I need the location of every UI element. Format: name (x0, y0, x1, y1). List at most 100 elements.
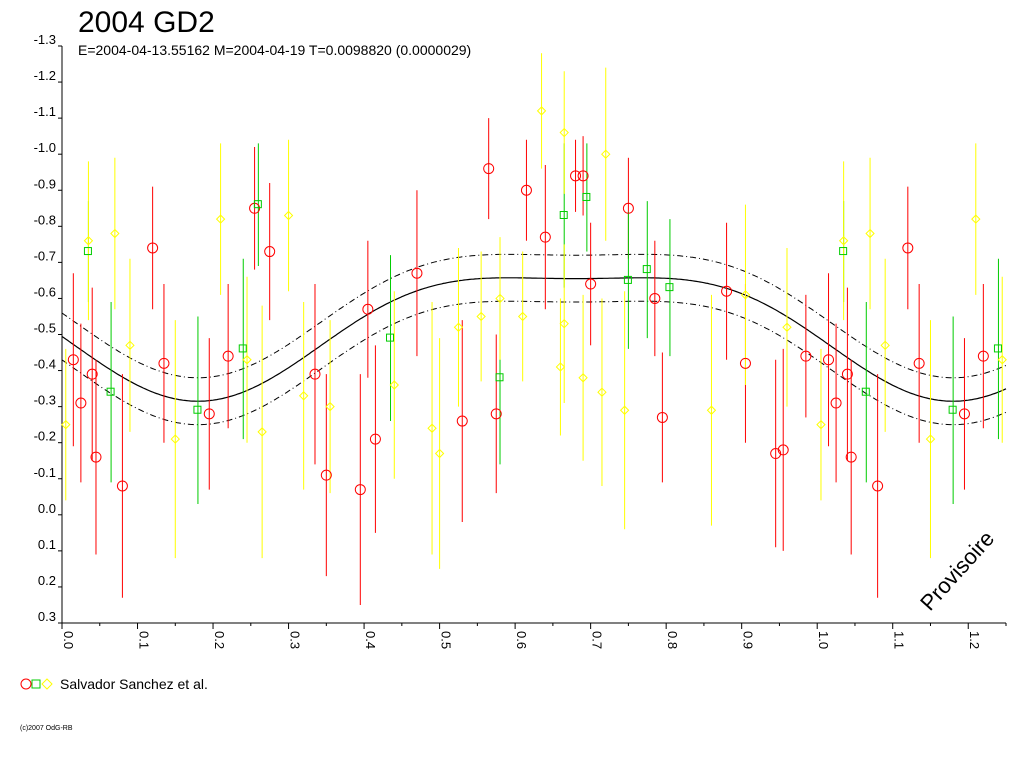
x-tick-label: 1.1 (892, 631, 907, 649)
x-tick-label: 0.1 (137, 631, 152, 649)
data-point-circle (354, 484, 366, 496)
data-point-diamond (298, 391, 309, 401)
data-point-circle (977, 350, 989, 362)
data-point-circle (800, 350, 812, 362)
x-tick-label: 0.9 (741, 631, 756, 649)
data-point-square (948, 405, 957, 414)
data-point-diamond (971, 214, 981, 224)
y-tick-label: -0.5 (34, 321, 56, 336)
data-point-circle (86, 368, 98, 380)
data-point-circle (203, 408, 215, 420)
data-point-diamond (559, 318, 569, 329)
y-tick-label: 0.3 (38, 609, 56, 624)
data-point-circle (147, 242, 159, 254)
y-tick-label: -0.9 (34, 176, 56, 191)
data-markers (61, 106, 1007, 496)
y-tick-label: -1.3 (34, 32, 56, 47)
data-point-circle (539, 231, 551, 243)
data-point-circle (872, 480, 884, 492)
data-point-diamond (495, 293, 505, 304)
data-point-square (495, 373, 504, 382)
data-point-circle (823, 354, 835, 366)
data-point-circle (577, 170, 589, 182)
data-point-diamond (476, 311, 486, 322)
data-point-circle (222, 350, 234, 362)
data-point-circle (490, 408, 502, 420)
data-point-diamond (242, 355, 252, 365)
data-point-circle (483, 163, 495, 175)
data-point-circle (90, 451, 102, 463)
legend-circle-marker (20, 678, 32, 690)
chart-subtitle: E=2004-04-13.55162 M=2004-04-19 T=0.0098… (78, 42, 471, 58)
legend-square-marker (31, 679, 41, 689)
y-tick-label: -0.7 (34, 248, 56, 263)
data-point-circle (830, 397, 842, 409)
data-point-circle (649, 292, 661, 304)
data-point-square (253, 200, 262, 209)
data-point-diamond (215, 214, 226, 224)
x-tick-label: 1.0 (816, 631, 831, 649)
x-tick-label: 0.3 (288, 631, 303, 649)
data-point-square (861, 387, 870, 396)
legend: Salvador Sanchez et al. (20, 676, 208, 692)
y-tick-label: -1.0 (34, 140, 56, 155)
data-point-circle (770, 448, 782, 460)
data-point-diamond (325, 401, 335, 412)
data-point-diamond (125, 340, 135, 351)
data-point-square (193, 405, 202, 414)
data-point-diamond (782, 322, 792, 332)
data-point-circle (958, 408, 970, 420)
y-tick-label: 0.1 (38, 537, 56, 552)
data-point-diamond (816, 419, 826, 430)
model-curves (61, 253, 1007, 426)
error-bars (65, 53, 1003, 605)
y-tick-label: -0.8 (34, 212, 56, 227)
data-point-circle (362, 303, 374, 315)
data-point-diamond (619, 405, 630, 415)
data-point-diamond (257, 427, 267, 437)
data-point-diamond (555, 362, 566, 372)
data-point-square (665, 283, 674, 292)
data-point-circle (456, 415, 468, 427)
x-tick-label: 0.6 (514, 631, 529, 649)
data-point-circle (520, 184, 532, 196)
data-point-diamond (706, 405, 717, 415)
data-point-diamond (453, 322, 464, 332)
data-point-square (83, 247, 92, 256)
y-tick-label: -0.1 (34, 465, 56, 480)
y-tick-label: -0.2 (34, 429, 56, 444)
y-tick-label: -1.2 (34, 68, 56, 83)
data-point-diamond (434, 448, 445, 459)
data-point-circle (75, 397, 87, 409)
data-point-circle (411, 267, 423, 279)
data-point-diamond (517, 311, 528, 322)
data-point-diamond (838, 236, 849, 246)
data-point-diamond (61, 419, 71, 430)
x-tick-label: 1.2 (967, 631, 982, 649)
data-point-diamond (83, 236, 94, 246)
x-tick-label: 0.4 (363, 631, 378, 649)
x-tick-label: 0.7 (590, 631, 605, 649)
legend-diamond-marker (41, 678, 53, 690)
data-point-diamond (597, 387, 607, 397)
data-point-circle (369, 433, 381, 445)
data-point-square (582, 192, 591, 201)
data-point-circle (845, 451, 857, 463)
data-point-circle (656, 411, 668, 423)
data-point-diamond (578, 373, 588, 383)
data-point-diamond (283, 210, 294, 221)
data-point-square (238, 344, 247, 353)
data-point-diamond (389, 380, 399, 390)
data-point-square (623, 275, 632, 284)
y-tick-label: -1.1 (34, 104, 56, 119)
copyright-note: (c)2007 OdG-RB (20, 725, 73, 732)
data-point-diamond (427, 423, 437, 433)
data-point-circle (320, 469, 332, 481)
data-point-circle (570, 170, 582, 182)
data-point-diamond (880, 340, 890, 351)
data-point-square (106, 387, 115, 396)
data-point-circle (739, 357, 751, 369)
data-point-circle (67, 354, 79, 366)
x-tick-label: 0.8 (665, 631, 680, 649)
